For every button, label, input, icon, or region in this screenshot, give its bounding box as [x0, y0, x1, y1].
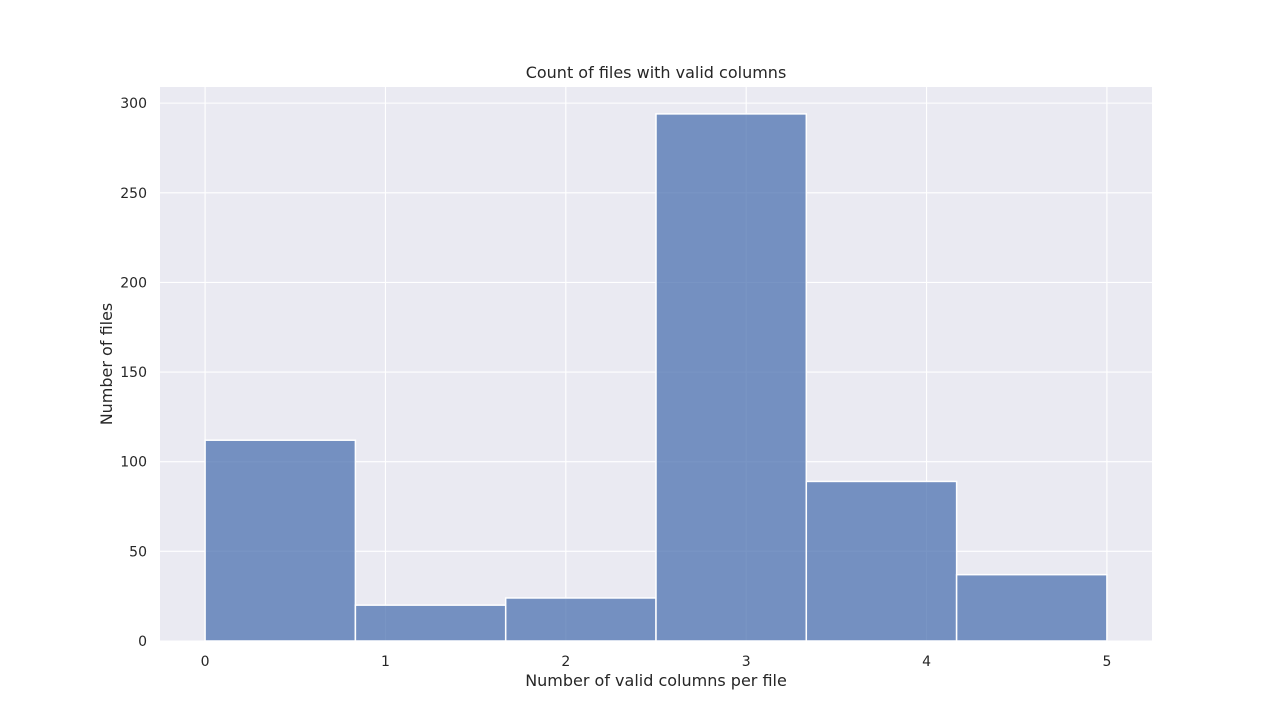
x-tick-label: 5 [1102, 654, 1111, 670]
y-axis-ticks: 0 50 100 150 200 250 300 [120, 96, 147, 650]
histogram-bar [354, 604, 507, 642]
histogram-bar [504, 597, 657, 642]
bars [204, 113, 1108, 642]
x-tick-label: 3 [742, 654, 751, 670]
x-axis-ticks: 0 1 2 3 4 5 [201, 654, 1112, 670]
histogram-bar [805, 480, 958, 642]
y-tick-label: 150 [120, 365, 147, 381]
x-tick-label: 4 [922, 654, 931, 670]
y-tick-label: 250 [120, 186, 147, 202]
x-tick-label: 1 [381, 654, 390, 670]
y-tick-label: 200 [120, 275, 147, 291]
y-axis-label: Number of files [97, 303, 116, 426]
y-tick-label: 0 [138, 634, 147, 650]
y-tick-label: 300 [120, 96, 147, 112]
x-tick-label: 0 [201, 654, 210, 670]
y-tick-label: 50 [129, 544, 147, 560]
y-tick-label: 100 [120, 455, 147, 471]
histogram-bar [204, 439, 357, 642]
x-tick-label: 2 [561, 654, 570, 670]
chart-title: Count of files with valid columns [526, 63, 787, 82]
x-axis-label: Number of valid columns per file [525, 671, 787, 690]
histogram-bar [955, 573, 1108, 642]
histogram-bar [655, 113, 808, 642]
